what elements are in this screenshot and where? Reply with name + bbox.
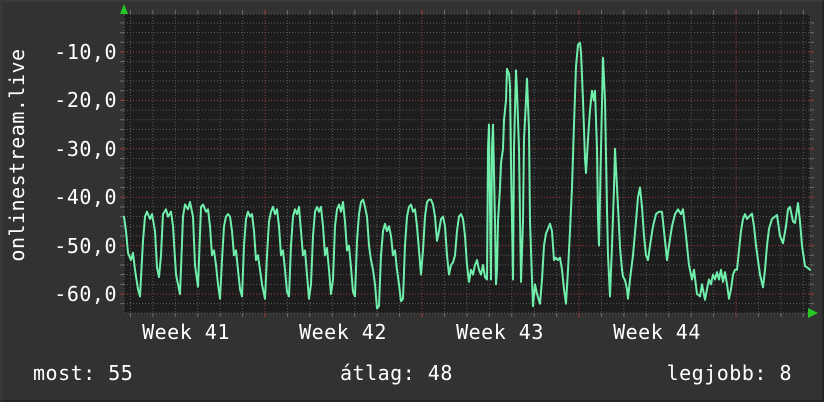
stat-best: legjobb: 8 [667,361,792,385]
axis-ticks [120,10,814,317]
y-axis-label: -30,0 [54,136,117,161]
stat-best-label: legjobb: [666,361,767,385]
stat-average-value: 48 [427,361,453,385]
stats-row: most: 55 átlag: 48 legjobb: 8 [0,361,824,387]
stat-best-value: 8 [779,361,792,385]
stat-average: átlag: 48 [340,361,453,385]
x-axis-arrow-icon [808,308,818,318]
y-axis-label: -60,0 [54,282,117,306]
x-axis-label: Week 43 [456,320,544,344]
y-axis-label: -10,0 [54,40,117,64]
stat-average-label: átlag: [340,361,416,385]
x-axis-label: Week 44 [613,320,701,344]
y-axis-arrow-icon [120,4,128,14]
stat-current: most: 55 [33,361,133,385]
data-series-line [123,41,811,310]
stat-current-value: 55 [108,361,134,385]
y-axis-label: -50,0 [54,233,117,258]
x-axis-label: Week 41 [142,320,230,344]
stat-current-label: most: [33,361,96,385]
y-axis-label: -40,0 [54,185,117,210]
y-axis-label: -20,0 [54,88,117,113]
x-axis-label: Week 42 [299,320,387,344]
